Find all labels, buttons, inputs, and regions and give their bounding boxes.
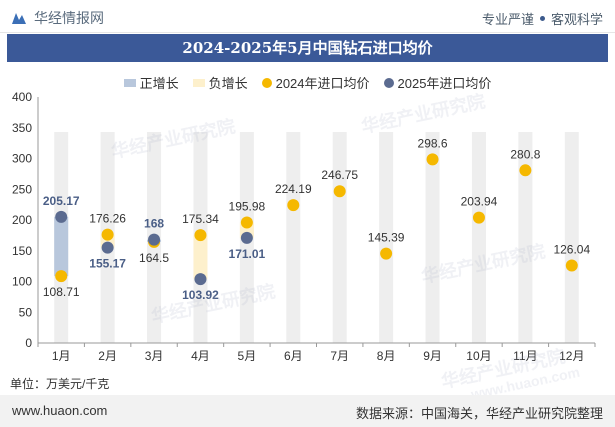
y-tick-label: 200 [12,213,32,227]
background-bar [564,132,579,343]
label-2024: 108.71 [43,285,80,299]
unit-label: 单位：万美元/千克 [10,377,110,391]
top-right-slogan: 专业严谨 客观科学 [482,9,603,28]
point-2024 [287,199,300,212]
legend-2024-swatch [261,77,272,88]
legend-negative-label: 负增长 [208,76,248,91]
label-2025: 205.17 [43,194,80,208]
label-2024: 224.19 [275,182,312,196]
legend-2025-swatch [383,77,394,88]
label-2024: 246.75 [321,168,358,182]
label-2024: 126.04 [553,242,590,256]
separator-dot-icon [539,16,545,21]
point-2024 [333,185,346,198]
background-bar [332,132,347,343]
label-2025: 168 [144,217,164,231]
background-bar [286,132,301,343]
legend-positive-label: 正增长 [139,76,179,91]
x-tick-label: 8月 [377,349,396,363]
x-tick-label: 11月 [513,349,537,363]
legend-negative: 负增长 [192,73,248,92]
label-2024: 175.34 [182,212,219,226]
point-2025 [194,273,207,286]
point-2025 [101,241,114,254]
point-2024 [55,270,68,283]
y-tick-label: 300 [12,152,32,166]
legend-2025-label: 2025年进口均价 [397,76,492,91]
legend-2025: 2025年进口均价 [383,73,492,92]
y-tick-label: 150 [12,244,32,258]
footer: www.huaon.com 数据来源：中国海关，华经产业研究院整理 [0,395,615,427]
slogan-1: 专业严谨 [481,12,534,27]
y-tick-label: 50 [19,305,33,319]
label-2025: 155.17 [89,257,126,271]
label-2024: 145.39 [368,231,405,245]
point-2025 [55,210,68,223]
x-tick-label: 9月 [423,349,442,363]
label-2024: 298.6 [418,136,448,150]
top-bar: 华经情报网 专业严谨 客观科学 [0,0,615,33]
x-tick-label: 6月 [284,349,303,363]
x-tick-label: 7月 [330,349,349,363]
brand-name: 华经情报网 [34,10,104,26]
label-2024: 203.94 [461,195,498,209]
label-2024: 164.5 [139,251,169,265]
x-tick-label: 5月 [238,349,257,363]
background-bar [379,132,394,343]
background-bar [425,132,440,343]
legend-2024: 2024年进口均价 [261,73,370,92]
label-2025: 103.92 [182,288,219,302]
label-2024: 176.26 [89,212,126,226]
point-2024 [565,259,578,272]
x-tick-label: 10月 [466,349,491,363]
y-tick-label: 400 [12,90,32,104]
x-tick-label: 2月 [98,349,117,363]
point-2024 [101,228,114,241]
legend-2024-label: 2024年进口均价 [275,76,370,91]
point-2024 [194,229,207,242]
y-tick-label: 100 [12,275,32,289]
label-2024: 280.8 [510,147,540,161]
change-bar [193,235,208,280]
footer-website[interactable]: www.huaon.com [12,403,108,418]
brand: 华经情报网 [10,8,104,28]
logo-icon [12,13,26,24]
slogan-2: 客观科学 [550,12,603,27]
y-tick-label: 250 [12,182,32,196]
x-tick-label: 12月 [559,349,584,363]
label-2024: 195.98 [229,199,266,213]
x-tick-label: 4月 [191,349,210,363]
background-bar [518,132,533,343]
y-tick-label: 350 [12,121,32,135]
change-bar [54,216,69,277]
x-tick-label: 3月 [145,349,164,363]
point-2025 [240,231,253,244]
legend-positive-swatch [123,78,136,87]
chart-legend: 正增长 负增长 2024年进口均价 2025年进口均价 [0,73,615,92]
point-2024 [240,216,253,229]
chart-title: 2024-2025年5月中国钻石进口均价 [7,34,608,62]
x-tick-label: 1月 [52,349,71,363]
point-2025 [148,233,161,246]
legend-negative-swatch [192,78,205,87]
point-2024 [380,247,393,260]
label-2025: 171.01 [229,247,266,261]
footer-source: 数据来源：中国海关，华经产业研究院整理 [355,406,603,421]
y-tick-label: 0 [25,336,32,350]
background-bar [471,132,486,343]
point-2024 [472,211,485,224]
point-2024 [519,164,532,177]
legend-positive: 正增长 [123,73,179,92]
point-2024 [426,153,439,166]
